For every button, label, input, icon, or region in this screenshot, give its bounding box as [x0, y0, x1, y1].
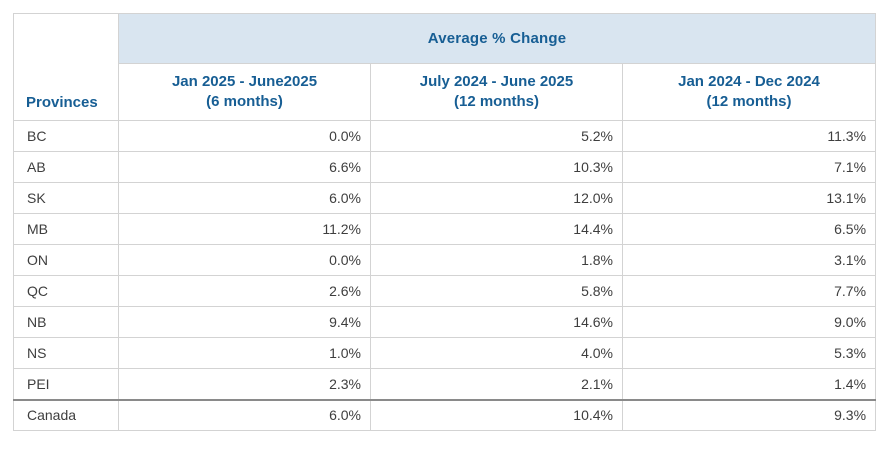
banner-row: Provinces Average % Change	[13, 13, 877, 121]
column-header-jan2024-dec2024: Jan 2024 - Dec 2024 (12 months)	[621, 63, 877, 121]
value-cell: 10.4%	[370, 398, 623, 431]
table-row-nb: NB 9.4% 14.6% 9.0%	[13, 306, 877, 338]
province-cell: SK	[13, 182, 119, 214]
value-cell: 6.5%	[621, 213, 877, 245]
table-row-ns: NS 1.0% 4.0% 5.3%	[13, 337, 877, 369]
provinces-avg-change-table: Provinces Average % Change Jan 2025 - Ju…	[13, 13, 877, 431]
value-cell: 6.6%	[118, 151, 371, 183]
value-cell: 14.4%	[370, 213, 623, 245]
table-row-on: ON 0.0% 1.8% 3.1%	[13, 244, 877, 276]
column-header-jan2025-june2025: Jan 2025 - June2025 (6 months)	[118, 63, 371, 121]
value-cell: 7.7%	[621, 275, 877, 307]
province-cell: Canada	[13, 398, 119, 431]
value-cell: 1.8%	[370, 244, 623, 276]
value-cell: 11.2%	[118, 213, 371, 245]
province-cell: PEI	[13, 368, 119, 400]
province-cell: NB	[13, 306, 119, 338]
column-header-sublabel: (6 months)	[206, 93, 283, 110]
value-cell: 14.6%	[370, 306, 623, 338]
column-header-july2024-june2025: July 2024 - June 2025 (12 months)	[370, 63, 623, 121]
value-cell: 10.3%	[370, 151, 623, 183]
row-header-provinces: Provinces	[13, 13, 119, 121]
table-row-bc: BC 0.0% 5.2% 11.3%	[13, 120, 877, 152]
value-cell: 11.3%	[621, 120, 877, 152]
province-cell: ON	[13, 244, 119, 276]
column-header-label: July 2024 - June 2025	[419, 72, 574, 90]
value-cell: 2.1%	[370, 368, 623, 400]
province-cell: MB	[13, 213, 119, 245]
value-cell: 5.3%	[621, 337, 877, 369]
value-cell: 6.0%	[118, 182, 371, 214]
value-cell: 1.4%	[621, 368, 877, 400]
value-cell: 9.4%	[118, 306, 371, 338]
value-cell: 2.6%	[118, 275, 371, 307]
table-row-sk: SK 6.0% 12.0% 13.1%	[13, 182, 877, 214]
province-cell: BC	[13, 120, 119, 152]
province-cell: NS	[13, 337, 119, 369]
value-cell: 0.0%	[118, 120, 371, 152]
value-cell: 0.0%	[118, 244, 371, 276]
value-cell: 6.0%	[118, 398, 371, 431]
table-row-canada: Canada 6.0% 10.4% 9.3%	[13, 398, 877, 431]
value-cell: 12.0%	[370, 182, 623, 214]
value-cell: 7.1%	[621, 151, 877, 183]
table-row-ab: AB 6.6% 10.3% 7.1%	[13, 151, 877, 183]
column-header-row: Jan 2025 - June2025 (6 months) July 2024…	[14, 63, 877, 121]
value-cell: 5.8%	[370, 275, 623, 307]
value-cell: 5.2%	[370, 120, 623, 152]
table-title: Average % Change	[117, 13, 877, 64]
table-row-qc: QC 2.6% 5.8% 7.7%	[13, 275, 877, 307]
value-cell: 13.1%	[621, 182, 877, 214]
province-cell: QC	[13, 275, 119, 307]
value-cell: 2.3%	[118, 368, 371, 400]
value-cell: 9.0%	[621, 306, 877, 338]
column-header-label: Jan 2024 - Dec 2024	[678, 72, 820, 90]
column-header-sublabel: (12 months)	[706, 93, 792, 110]
value-cell: 4.0%	[370, 337, 623, 369]
value-cell: 1.0%	[118, 337, 371, 369]
column-header-label: Jan 2025 - June2025	[171, 72, 318, 90]
province-cell: AB	[13, 151, 119, 183]
column-header-sublabel: (12 months)	[453, 93, 539, 110]
value-cell: 9.3%	[621, 398, 877, 431]
value-cell: 3.1%	[621, 244, 877, 276]
table-row-mb: MB 11.2% 14.4% 6.5%	[13, 213, 877, 245]
table-row-pei: PEI 2.3% 2.1% 1.4%	[13, 368, 877, 400]
